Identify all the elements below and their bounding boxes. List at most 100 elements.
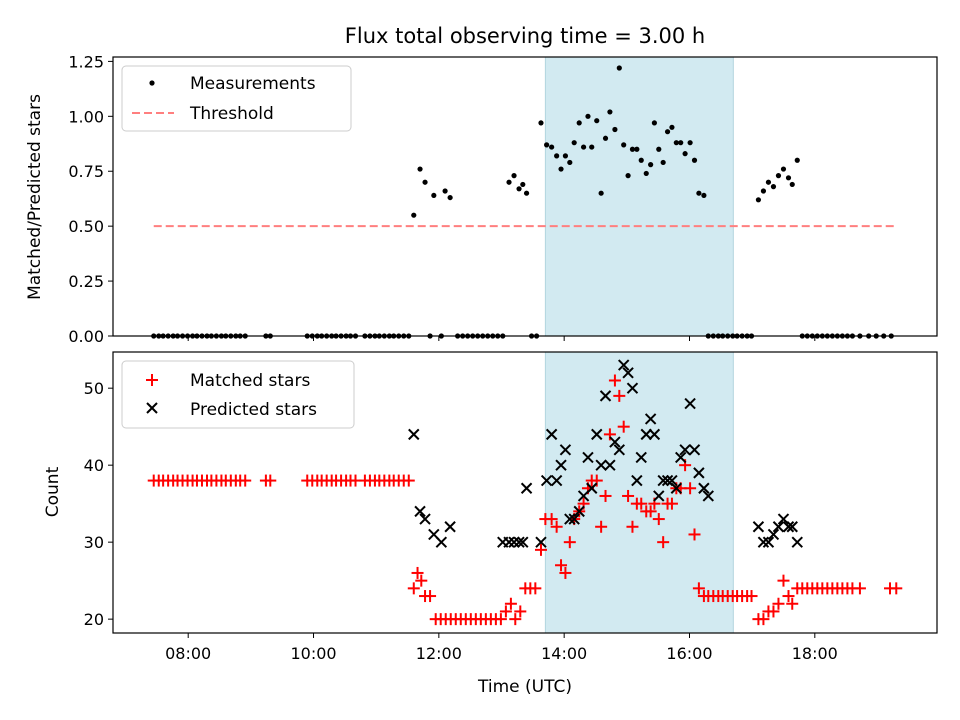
x-tick-label: 12:00: [416, 644, 462, 663]
measurement-point: [770, 184, 777, 190]
y-tick-label: 0.00: [68, 327, 104, 346]
matched-stars-point: [608, 374, 621, 387]
measurement-point: [648, 162, 654, 168]
measurement-point: [656, 146, 662, 152]
matched-stars-point: [772, 597, 785, 610]
matched-stars-point: [499, 605, 512, 618]
matched-stars-point: [559, 566, 572, 579]
matched-stars-point: [626, 520, 639, 533]
matched-stars-point: [652, 513, 665, 526]
measurement-point: [520, 181, 526, 188]
measurement-point: [571, 140, 577, 146]
predicted-stars-point: [670, 482, 683, 494]
bottom-panel-y-label: Count: [43, 466, 63, 517]
predicted-stars-point: [408, 428, 420, 441]
measurement-point: [422, 179, 428, 185]
predicted-stars-point: [644, 413, 657, 425]
measurement-point: [544, 142, 550, 148]
predicted-stars-point: [791, 536, 803, 548]
top-panel-frame: [112, 56, 938, 337]
x-tick-label: 14:00: [541, 644, 587, 663]
measurement-point: [625, 173, 631, 179]
matched-stars-point: [657, 536, 670, 549]
matched-stars-point: [745, 590, 758, 603]
matched-stars-point: [534, 543, 547, 556]
matched-stars-point: [613, 389, 626, 402]
predicted-stars-point: [702, 490, 714, 502]
bottom-panel-frame: [112, 351, 938, 634]
bottom-panel-plot: [147, 359, 903, 626]
matched-stars-point: [424, 590, 437, 603]
measurement-point: [538, 120, 544, 126]
matched-stars-point: [767, 605, 780, 618]
measurement-point: [780, 166, 787, 172]
predicted-stars-point: [559, 444, 572, 456]
y-tick-label: 30: [84, 533, 104, 552]
predicted-stars-point: [666, 474, 678, 487]
matched-stars-point: [494, 613, 507, 626]
measurement-point: [760, 188, 767, 194]
matched-stars-point: [545, 513, 558, 526]
predicted-stars-point: [540, 474, 553, 487]
x-tick-label: 10:00: [290, 644, 336, 663]
matched-stars-point: [595, 520, 608, 533]
measurement-point: [651, 120, 657, 126]
predicted-stars-point: [435, 536, 448, 548]
x-tick-label: 08:00: [165, 644, 211, 663]
matched-stars-point: [509, 613, 522, 626]
measurement-point: [598, 190, 604, 196]
y-tick-label: 1.25: [68, 52, 104, 71]
matched-stars-point: [684, 482, 697, 495]
predicted-stars-point: [648, 428, 661, 441]
top-legend: Measurements Threshold: [121, 65, 352, 132]
predicted-stars-point: [786, 521, 798, 533]
predicted-stars-point: [626, 382, 639, 394]
legend-predicted-label: Predicted stars: [190, 400, 317, 420]
bottom-panel-highlight-window: [544, 351, 734, 634]
matched-stars-point: [239, 474, 252, 487]
top-panel-y-label: Matched/Predicted stars: [25, 94, 45, 300]
measurement-point: [765, 179, 772, 185]
predicted-stars-point: [513, 536, 525, 548]
bottom-panel-ticks: 08:00 10:00 12:00 14:00 16:00 18:00 20 30 40 50: [84, 379, 838, 663]
predicted-stars-point: [613, 444, 626, 456]
legend-predicted-marker: [146, 402, 158, 414]
predicted-stars-point: [635, 451, 647, 464]
measurement-point: [576, 120, 582, 126]
top-panel-ticks: 0.00 0.25 0.50 0.75 1.00 1.25: [68, 52, 816, 346]
predicted-stars-point: [609, 436, 621, 448]
matched-stars-point: [415, 574, 428, 587]
matched-stars-point: [622, 489, 635, 502]
predicted-stars-point: [767, 528, 780, 541]
measurement-point: [417, 166, 423, 172]
measurement-point: [411, 212, 417, 218]
matched-stars-point: [407, 582, 420, 595]
measurement-point: [678, 140, 684, 146]
measurement-point: [554, 153, 560, 159]
y-tick-label: 40: [84, 456, 104, 475]
predicted-stars-point: [693, 467, 705, 479]
predicted-stars-point: [573, 505, 585, 518]
legend-measurements-marker: [149, 80, 155, 86]
measurement-point: [562, 153, 569, 159]
measurement-point: [549, 144, 555, 150]
measurement-point: [634, 146, 640, 152]
measurement-point: [789, 181, 795, 188]
predicted-stars-point: [582, 451, 594, 464]
measurement-point: [511, 173, 517, 179]
matched-stars-point: [550, 520, 563, 533]
x-tick-label: 18:00: [792, 644, 838, 663]
measurement-point: [664, 129, 671, 135]
matched-stars-point: [665, 497, 678, 510]
predicted-stars-point: [772, 521, 785, 533]
matched-stars-point: [599, 489, 612, 502]
y-tick-label: 0.75: [68, 162, 104, 181]
predicted-stars-point: [688, 444, 701, 456]
measurement-point: [616, 65, 622, 71]
legend-measurements-label: Measurements: [190, 74, 316, 94]
predicted-stars-point: [657, 474, 669, 487]
measurement-point: [682, 151, 688, 157]
matched-stars-point: [853, 582, 866, 595]
measurement-point: [602, 135, 609, 141]
